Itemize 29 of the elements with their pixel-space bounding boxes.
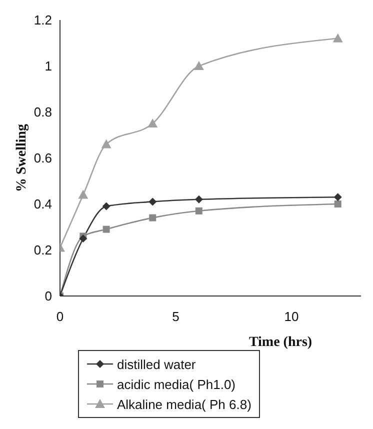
- point: [102, 202, 110, 210]
- legend-label: Alkaline media( Ph 6.8): [117, 396, 252, 412]
- y-axis-title: % Swelling: [14, 124, 30, 192]
- x-tick-label: 0: [56, 309, 64, 324]
- legend-label: distilled water: [117, 356, 196, 372]
- legend-label: acidic media( Ph1.0): [117, 376, 236, 392]
- x-axis-title: Time (hrs): [248, 335, 312, 350]
- point: [79, 234, 88, 242]
- y-tick-label: 1.2: [34, 12, 52, 28]
- point: [148, 198, 157, 206]
- point: [101, 139, 112, 148]
- y-tick-label: 1: [44, 58, 52, 74]
- y-tick-label: 0: [44, 288, 52, 304]
- point: [334, 200, 342, 208]
- y-tick-label: 0.2: [34, 242, 52, 258]
- x-tick-label: 5: [172, 309, 180, 324]
- point: [195, 207, 202, 214]
- point: [332, 33, 343, 42]
- point: [194, 195, 203, 204]
- point: [102, 226, 110, 233]
- point: [148, 118, 158, 128]
- y-tick-label: 0.4: [34, 196, 52, 212]
- point: [78, 190, 88, 199]
- point: [149, 214, 156, 222]
- x-tick-label: 10: [284, 309, 299, 324]
- point: [194, 61, 204, 70]
- point: [334, 193, 342, 202]
- y-tick-label: 0.6: [34, 150, 52, 166]
- y-tick-label: 0.8: [34, 104, 52, 120]
